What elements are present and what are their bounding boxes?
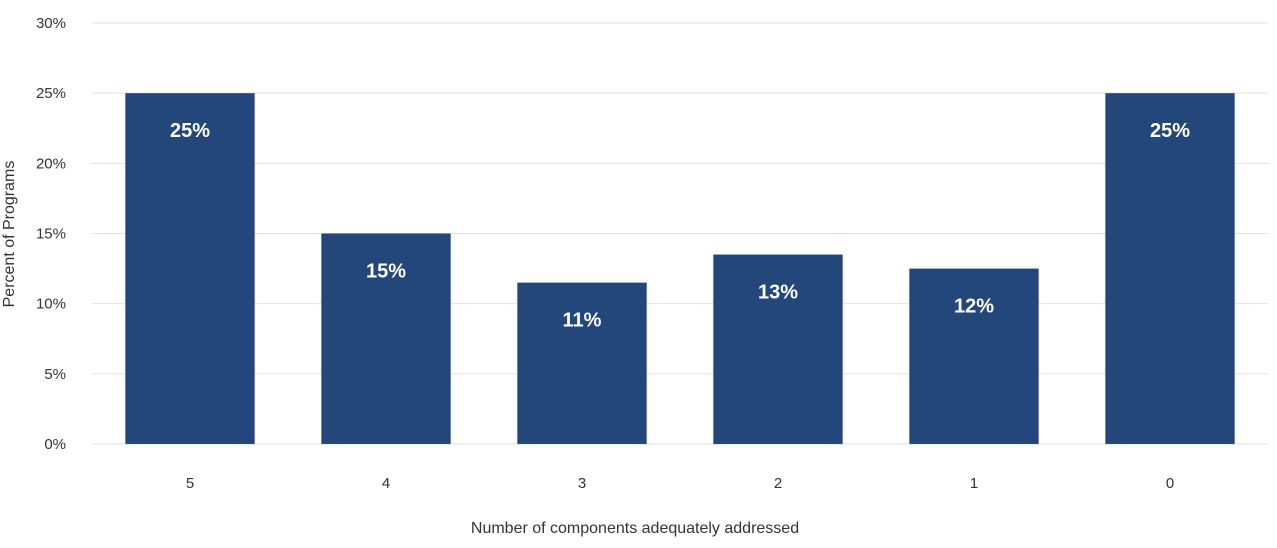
y-tick-label: 20% [36, 155, 66, 172]
x-axis-title: Number of components adequately addresse… [471, 520, 799, 537]
bar-data-label: 25% [170, 120, 210, 142]
bar-data-label: 25% [1150, 120, 1190, 142]
x-tick-label: 3 [578, 475, 586, 492]
y-tick-label: 25% [36, 85, 66, 102]
y-tick-label: 30% [36, 15, 66, 32]
bar-data-label: 15% [366, 261, 406, 283]
bar-data-label: 13% [758, 282, 798, 304]
y-tick-label: 15% [36, 226, 66, 243]
bars [125, 93, 1235, 445]
y-tick-label: 10% [36, 296, 66, 313]
bar [1105, 93, 1235, 445]
bar [517, 282, 647, 444]
bar [321, 233, 451, 444]
bar [125, 93, 255, 445]
x-tick-label: 0 [1166, 475, 1174, 492]
x-tick-label: 1 [970, 475, 978, 492]
bar-data-label: 11% [563, 310, 602, 332]
y-tick-label: 5% [44, 366, 66, 383]
data-labels: 25% 15% 11% 13% 12% 25% [170, 120, 1190, 331]
bar-data-label: 12% [954, 296, 994, 318]
bar [909, 268, 1039, 444]
x-axis-ticks: 5 4 3 2 1 0 [186, 475, 1174, 492]
x-tick-label: 5 [186, 475, 194, 492]
gridlines [92, 22, 1268, 445]
y-tick-label: 0% [44, 436, 66, 453]
x-tick-label: 2 [774, 475, 782, 492]
x-tick-label: 4 [382, 475, 390, 492]
y-axis-ticks: 0% 5% 10% 15% 20% 25% 30% [36, 15, 66, 453]
y-axis-title: Percent of Programs [1, 161, 18, 308]
bar [713, 254, 843, 444]
